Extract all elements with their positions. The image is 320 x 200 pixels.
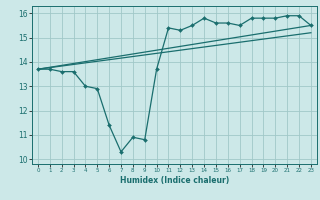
X-axis label: Humidex (Indice chaleur): Humidex (Indice chaleur) (120, 176, 229, 185)
